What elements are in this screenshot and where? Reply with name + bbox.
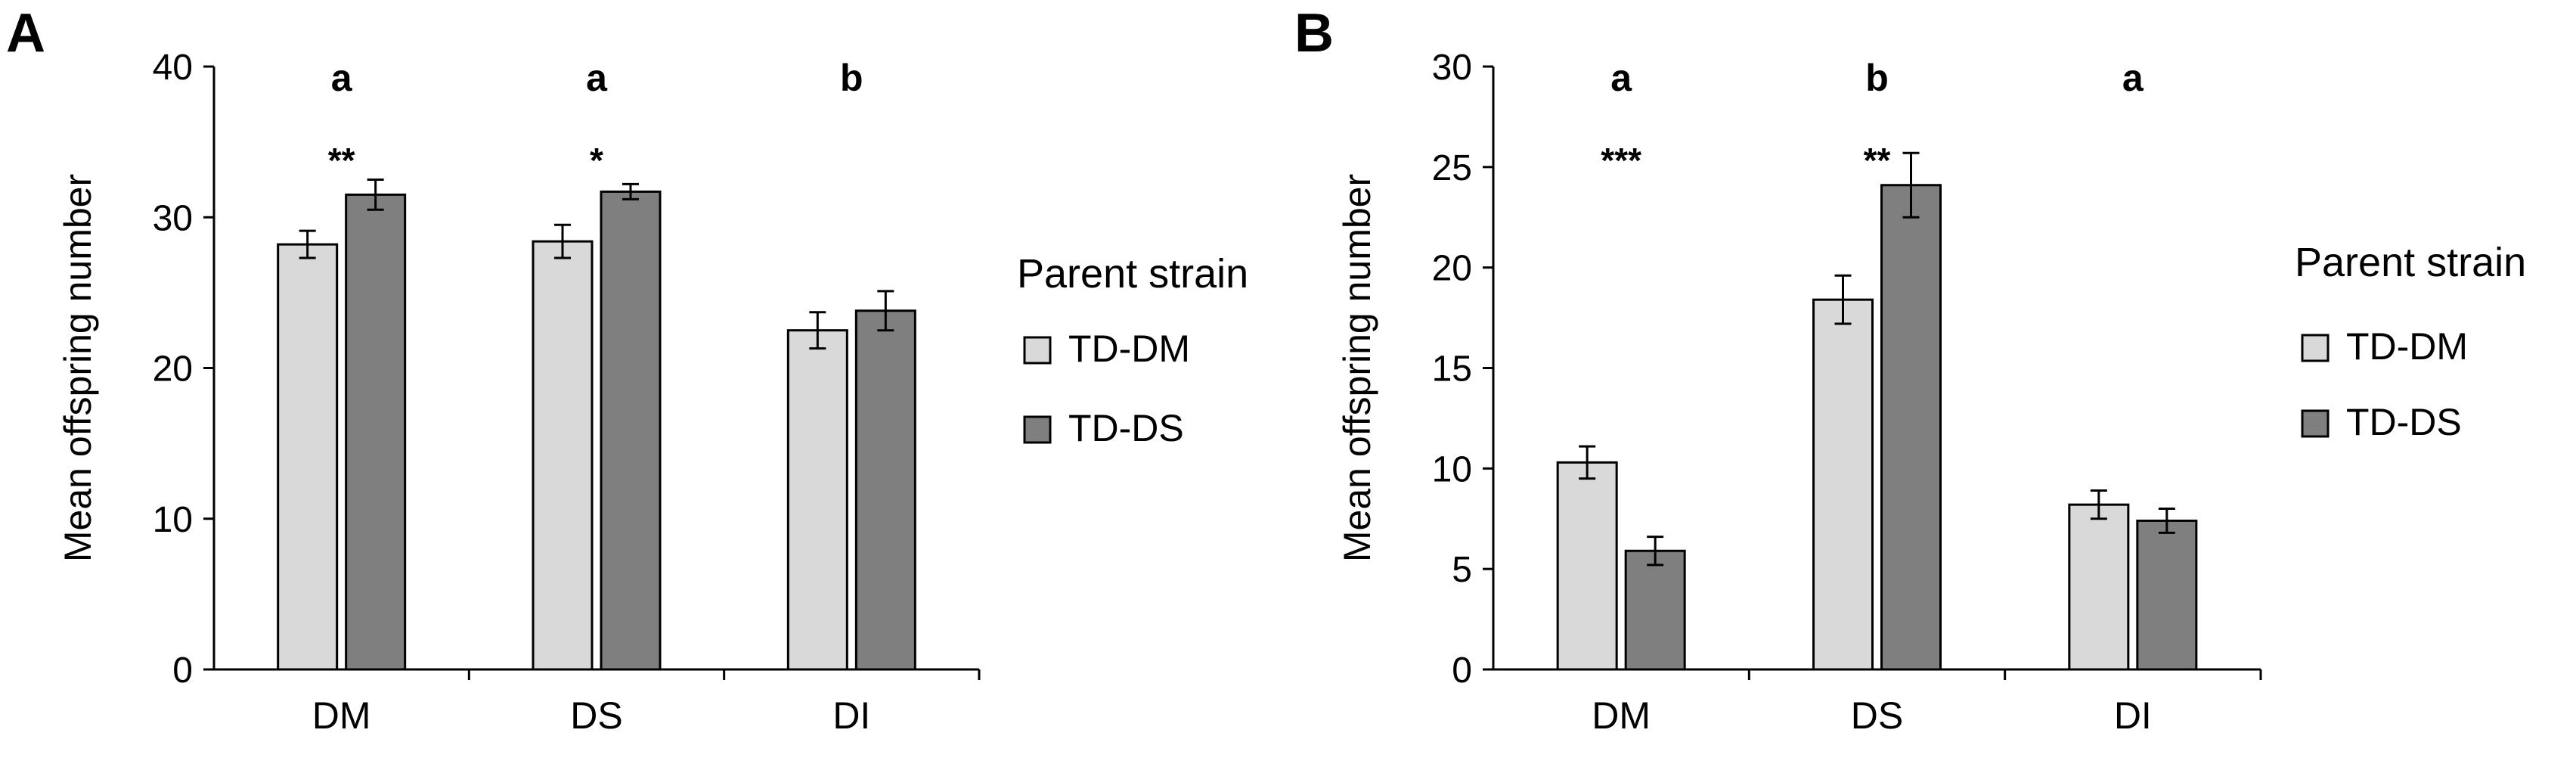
chart-panel-a: A 0 10 20 30 40 Mean offspring number DM a ** DS a *…	[6, 3, 1248, 737]
y-axis-label: Mean offspring number	[1336, 174, 1378, 562]
y-tick-label: 15	[1432, 349, 1472, 390]
y-tick-label: 10	[1432, 449, 1472, 489]
bar	[600, 190, 662, 671]
group-letter: a	[2122, 57, 2144, 99]
legend: Parent strain TD-DM TD-DS	[1017, 251, 1248, 449]
group-letter: b	[1865, 57, 1889, 99]
legend-swatch	[2301, 409, 2330, 438]
legend-title: Parent strain	[1017, 251, 1248, 297]
legend-label: TD-DS	[1068, 407, 1184, 449]
y-tick-label: 0	[172, 651, 193, 691]
legend-swatch	[1023, 415, 1052, 444]
legend-label: TD-DM	[1068, 328, 1190, 370]
bar	[2136, 519, 2198, 671]
y-tick-label: 25	[1432, 148, 1472, 188]
y-tick-label: 40	[153, 48, 193, 88]
y-tick-label: 20	[1432, 249, 1472, 289]
legend: Parent strain TD-DM TD-DS	[2295, 240, 2526, 443]
legend-label: TD-DS	[2346, 401, 2462, 443]
y-tick-label: 5	[1452, 550, 1472, 590]
y-tick-label: 0	[1452, 651, 1472, 691]
bar	[277, 243, 339, 671]
group-letter: a	[1610, 57, 1632, 99]
y-tick-label: 10	[153, 500, 193, 540]
group-letter: b	[840, 57, 863, 99]
panel-letter: A	[6, 3, 45, 64]
x-tick-label: DS	[1851, 694, 1903, 737]
legend-swatch	[2301, 334, 2330, 362]
bar	[1624, 549, 1686, 671]
bar	[786, 329, 848, 671]
bar	[345, 193, 407, 671]
x-tick-label: DI	[2114, 694, 2152, 737]
x-tick-label: DI	[832, 694, 870, 737]
bar	[1880, 184, 1942, 671]
legend-swatch	[1023, 336, 1052, 365]
bar	[2068, 503, 2130, 671]
significance-marker: **	[328, 141, 355, 180]
panel-letter: B	[1294, 3, 1334, 64]
group-letter: a	[586, 57, 608, 99]
bar	[1556, 461, 1618, 671]
x-tick-label: DM	[312, 694, 371, 737]
legend-title: Parent strain	[2295, 240, 2526, 285]
y-axis-label: Mean offspring number	[57, 174, 99, 562]
significance-marker: *	[590, 141, 603, 180]
group-letter: a	[331, 57, 353, 99]
bar	[1812, 298, 1874, 671]
significance-marker: ***	[1601, 141, 1641, 180]
y-tick-label: 30	[1432, 48, 1472, 88]
y-tick-label: 20	[153, 349, 193, 390]
bar	[532, 240, 594, 671]
legend-label: TD-DM	[2346, 325, 2468, 368]
x-tick-label: DM	[1592, 694, 1651, 737]
x-tick-label: DS	[570, 694, 622, 737]
significance-marker: **	[1864, 141, 1891, 180]
bar	[854, 309, 916, 671]
y-tick-label: 30	[153, 198, 193, 238]
